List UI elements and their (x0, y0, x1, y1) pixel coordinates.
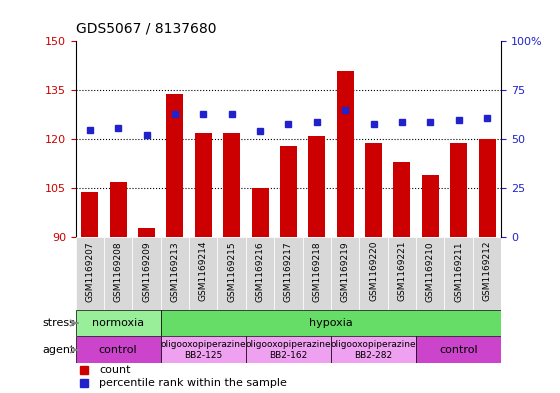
Bar (132, 237, 161, 310)
Text: GSM1169215: GSM1169215 (227, 241, 236, 301)
Text: GSM1169216: GSM1169216 (255, 241, 264, 301)
Text: GSM1169213: GSM1169213 (170, 241, 179, 301)
Bar (189, 237, 217, 310)
Text: GSM1169217: GSM1169217 (284, 241, 293, 301)
Text: GSM1169211: GSM1169211 (454, 241, 463, 301)
Bar (161, 336, 246, 363)
Bar (302, 237, 331, 310)
Bar (274, 237, 302, 310)
Bar (81, 192, 99, 237)
Text: agent: agent (43, 345, 75, 355)
Bar (110, 182, 127, 237)
Bar (251, 188, 269, 237)
Bar (223, 133, 240, 237)
Bar (337, 71, 354, 237)
Text: normoxia: normoxia (92, 318, 144, 328)
Text: control: control (440, 345, 478, 355)
Text: GSM1169209: GSM1169209 (142, 241, 151, 301)
Text: GSM1169218: GSM1169218 (312, 241, 321, 301)
Text: percentile rank within the sample: percentile rank within the sample (99, 378, 287, 387)
Bar (246, 336, 331, 363)
Bar (246, 237, 274, 310)
Bar (473, 237, 501, 310)
Bar (138, 228, 155, 237)
Bar (416, 336, 501, 363)
Text: GSM1169210: GSM1169210 (426, 241, 435, 301)
Text: count: count (99, 365, 130, 375)
Bar (217, 237, 246, 310)
Bar (422, 175, 439, 237)
Bar (166, 94, 184, 237)
Bar (360, 237, 388, 310)
Bar (308, 136, 325, 237)
Text: GSM1169214: GSM1169214 (199, 241, 208, 301)
Text: GSM1169219: GSM1169219 (340, 241, 349, 301)
Bar (416, 237, 445, 310)
Bar (478, 139, 496, 237)
Bar (104, 237, 132, 310)
Bar (161, 237, 189, 310)
Bar (331, 336, 416, 363)
Bar (161, 310, 501, 336)
Bar (280, 146, 297, 237)
Bar (331, 237, 360, 310)
Text: GSM1169207: GSM1169207 (85, 241, 94, 301)
Bar (76, 336, 161, 363)
Bar (445, 237, 473, 310)
Text: GDS5067 / 8137680: GDS5067 / 8137680 (76, 21, 216, 35)
Bar (365, 143, 382, 237)
Text: GSM1169212: GSM1169212 (483, 241, 492, 301)
Text: GSM1169208: GSM1169208 (114, 241, 123, 301)
Bar (76, 310, 161, 336)
Text: stress: stress (42, 318, 75, 328)
Text: hypoxia: hypoxia (309, 318, 353, 328)
Text: oligooxopiperazine
BB2-282: oligooxopiperazine BB2-282 (331, 340, 416, 360)
Bar (76, 237, 104, 310)
Text: oligooxopiperazine
BB2-125: oligooxopiperazine BB2-125 (161, 340, 246, 360)
Text: GSM1169221: GSM1169221 (398, 241, 407, 301)
Bar (393, 162, 410, 237)
Text: control: control (99, 345, 137, 355)
Bar (450, 143, 467, 237)
Bar (195, 133, 212, 237)
Text: GSM1169220: GSM1169220 (369, 241, 378, 301)
Text: oligooxopiperazine
BB2-162: oligooxopiperazine BB2-162 (246, 340, 331, 360)
Bar (388, 237, 416, 310)
